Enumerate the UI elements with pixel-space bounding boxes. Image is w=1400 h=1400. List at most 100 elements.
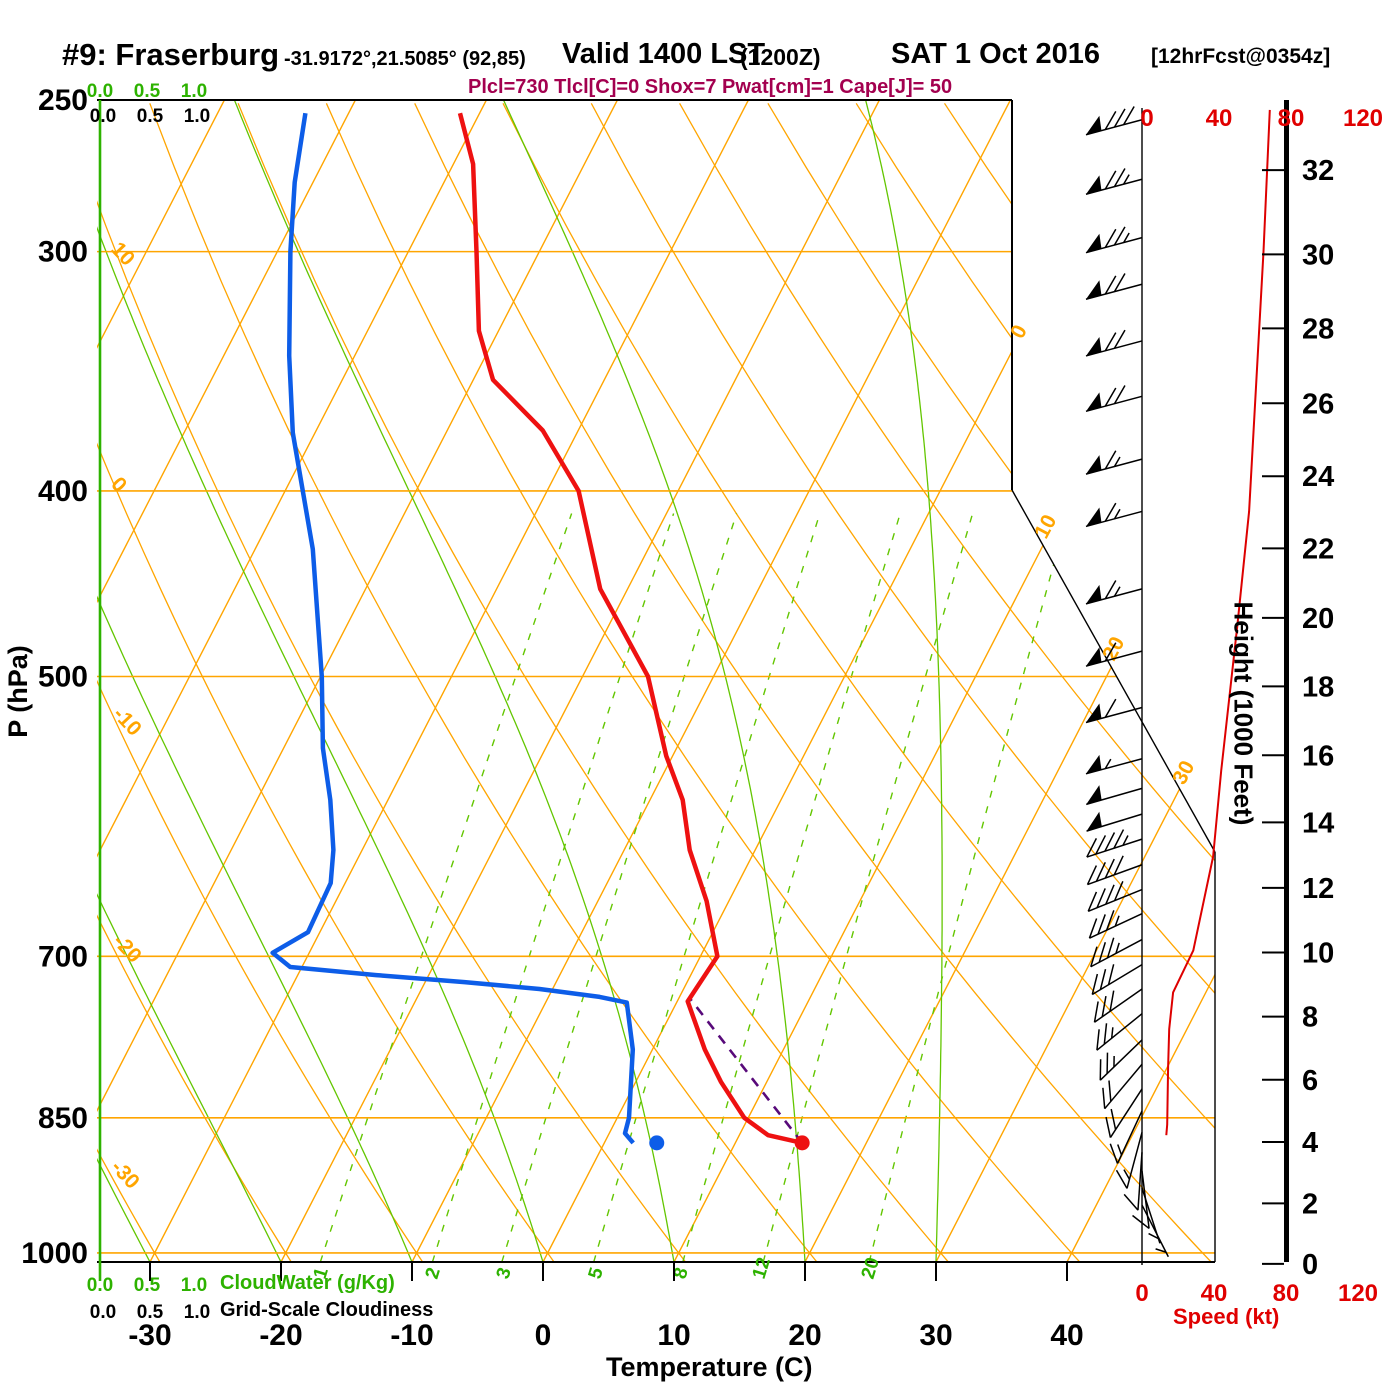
temperature-tick-label: 0: [535, 1319, 552, 1352]
speed-tick-label-top: 120: [1343, 105, 1383, 132]
surface-dewpoint-dot: [649, 1135, 665, 1151]
isotherm-label: 10: [1030, 511, 1061, 542]
pressure-tick-label: 300: [38, 236, 88, 269]
wind-barb: [1086, 811, 1143, 832]
temperature-tick-label: -20: [259, 1319, 302, 1352]
surface-temp-dot: [794, 1135, 810, 1151]
dewpoint: [270, 112, 636, 1145]
wind-barb: [1085, 329, 1143, 357]
wind-barb: [1085, 168, 1143, 196]
height-tick-label: 8: [1302, 1002, 1318, 1034]
mixing-ratio-label: 20: [858, 1255, 884, 1281]
temperature-tick-label: 20: [788, 1319, 821, 1352]
valid-time-z: (1200Z): [740, 44, 821, 70]
station-title: #9: Fraserburg: [62, 37, 280, 72]
speed-profile: [1165, 109, 1271, 1136]
temperature-axis: -30 -20 -10 0 10 20 30 40: [128, 1262, 1084, 1352]
pressure-tick-label: 700: [38, 940, 88, 973]
height-tick-label: 32: [1302, 155, 1334, 187]
plot-frame: [97, 99, 1216, 1281]
height-tick-label: 26: [1302, 388, 1334, 420]
height-tick-label: 10: [1302, 938, 1334, 970]
wind-barb: [1099, 1039, 1143, 1081]
height-tick-label: 6: [1302, 1065, 1318, 1097]
wind-barb: [1085, 642, 1143, 667]
pressure-tick-label: 850: [38, 1102, 88, 1135]
cloudiness-bottom-tick: 0.0: [90, 1302, 116, 1323]
speed-tick-label-top: 40: [1206, 105, 1233, 132]
wind-barb: [1086, 785, 1143, 806]
cloudiness-bottom-tick: 0.5: [137, 1302, 164, 1323]
height-tick-label: 18: [1302, 671, 1334, 703]
cloudiness-top-tick: 0.5: [137, 106, 164, 127]
wind-barb: [1115, 1132, 1143, 1189]
cloud-scales: 0.0 0.0 0.5 0.5 1.0 1.0 0.0 0.0 0.5 0.5 1.0 1.0: [87, 81, 210, 1323]
forecast-tag: [12hrFcst@0354z]: [1151, 45, 1331, 68]
wind-barb: [1090, 937, 1143, 968]
temperature-tick-label: -10: [390, 1319, 433, 1352]
wind-barb: [1093, 988, 1143, 1023]
height-tick-label: 28: [1302, 313, 1334, 345]
wind-barb: [1102, 1063, 1143, 1110]
wind-barb: [1141, 1204, 1169, 1258]
cloudwater-scale-label: CloudWater (g/Kg): [220, 1272, 395, 1294]
wind-barb: [1086, 829, 1143, 858]
wind-barb: [1123, 1152, 1143, 1211]
temperature-tick-label: 40: [1050, 1319, 1083, 1352]
height-tick-label: 16: [1302, 740, 1334, 772]
mixing-ratio-label: 3: [493, 1265, 516, 1281]
valid-time: Valid 1400 LST: [562, 38, 766, 70]
mixing-ratio-label: 2: [422, 1265, 445, 1281]
pressure-tick-label: 1000: [21, 1237, 88, 1270]
parcel-path: [687, 996, 804, 1144]
wind-barb: [1085, 226, 1143, 254]
mixing-ratio-label: 5: [585, 1265, 608, 1282]
height-tick-label: 30: [1302, 239, 1334, 271]
temperature: [457, 112, 803, 1146]
cloudwater-bottom-tick: 1.0: [181, 1275, 207, 1296]
cloudwater-bottom-tick: 0.5: [134, 1275, 161, 1296]
cloudiness-scale-label: Grid-Scale Cloudiness: [220, 1299, 434, 1321]
cloudiness-top-tick: 1.0: [184, 106, 210, 127]
height-tick-label: 22: [1302, 533, 1334, 565]
speed-axis-label: Speed (kt): [1173, 1304, 1280, 1329]
height-tick-label: 24: [1302, 461, 1334, 493]
cloudwater-bottom-tick: 0.0: [87, 1275, 113, 1296]
wind-barb: [1085, 698, 1143, 724]
temperature-curve: [457, 112, 803, 1146]
wind-barb: [1085, 106, 1143, 136]
isotherm-label: 0: [1006, 321, 1032, 342]
isotherm-label: 30: [1168, 757, 1199, 788]
height-tick-label: 14: [1302, 807, 1334, 839]
height-tick-label: 0: [1302, 1249, 1318, 1281]
wind-barb: [1085, 450, 1143, 475]
stability-indices: Plcl=730 Tlcl[C]=0 Shox=7 Pwat[cm]=1 Cap…: [468, 76, 953, 98]
pressure-tick-label: 400: [38, 475, 88, 508]
height-tick-label: 2: [1302, 1188, 1318, 1220]
pressure-axis: 250 300 400 500 700 850 1000: [21, 84, 88, 1270]
speed-tick-label-top: 80: [1278, 105, 1305, 132]
temperature-tick-label: -30: [128, 1319, 171, 1352]
station-coords: -31.9172°,21.5085° (92,85): [284, 48, 526, 70]
pressure-axis-label: P (hPa): [2, 645, 33, 738]
cloudwater-top-tick: 0.5: [134, 81, 161, 102]
temperature-tick-label: 30: [919, 1319, 952, 1352]
speed-tick-label-bottom: 120: [1338, 1280, 1378, 1307]
isotherm-label: 20: [1098, 633, 1129, 664]
wind-barb: [1096, 1013, 1143, 1051]
temperature-axis-label: Temperature (C): [606, 1352, 813, 1382]
wind-barb: [1086, 855, 1143, 886]
mixing-ratio-label: 12: [749, 1255, 775, 1281]
height-tick-label: 4: [1302, 1127, 1318, 1159]
height-axis-label: Height (1000 Feet): [1228, 601, 1259, 826]
height-tick-label: 12: [1302, 873, 1334, 905]
wind-barb: [1109, 1110, 1143, 1164]
wind-barb: [1085, 754, 1143, 775]
wind-speed-profile: [1165, 109, 1271, 1136]
speed-tick-label-top: 0: [1140, 105, 1153, 132]
wind-barb: [1088, 910, 1143, 939]
